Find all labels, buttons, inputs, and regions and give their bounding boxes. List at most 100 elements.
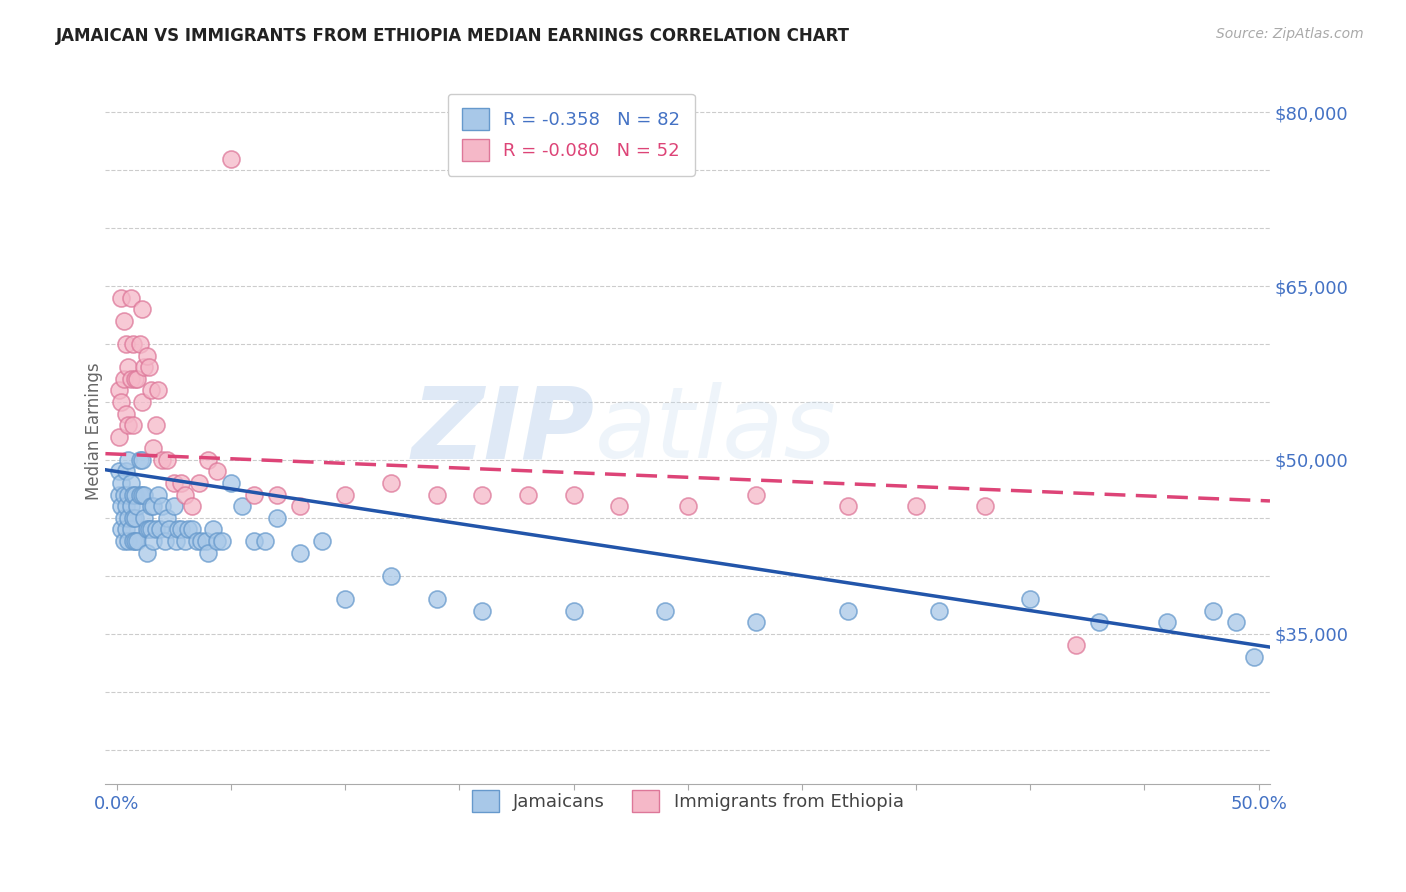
Point <box>128 488 150 502</box>
Point <box>231 500 253 514</box>
Point <box>117 453 139 467</box>
Point <box>676 500 699 514</box>
Point <box>112 511 135 525</box>
Point <box>110 523 132 537</box>
Point <box>186 534 208 549</box>
Text: ZIP: ZIP <box>412 383 595 479</box>
Legend: Jamaicans, Immigrants from Ethiopia: Jamaicans, Immigrants from Ethiopia <box>458 778 917 825</box>
Point <box>837 500 859 514</box>
Point <box>120 500 142 514</box>
Point <box>115 523 138 537</box>
Point <box>124 372 146 386</box>
Point <box>197 453 219 467</box>
Point <box>562 604 585 618</box>
Point <box>1156 615 1178 629</box>
Point <box>254 534 277 549</box>
Point <box>138 523 160 537</box>
Point <box>170 476 193 491</box>
Point <box>135 546 157 560</box>
Point <box>516 488 538 502</box>
Point <box>197 546 219 560</box>
Point <box>134 511 156 525</box>
Point <box>117 534 139 549</box>
Point <box>380 476 402 491</box>
Point <box>131 302 153 317</box>
Point <box>181 523 204 537</box>
Point <box>201 523 224 537</box>
Point <box>837 604 859 618</box>
Point <box>1019 592 1042 607</box>
Point <box>131 453 153 467</box>
Point <box>745 488 768 502</box>
Point <box>112 488 135 502</box>
Point <box>128 453 150 467</box>
Point <box>115 337 138 351</box>
Point <box>156 453 179 467</box>
Point <box>117 511 139 525</box>
Point <box>146 384 169 398</box>
Point <box>115 500 138 514</box>
Point <box>124 534 146 549</box>
Point <box>174 534 197 549</box>
Point <box>138 360 160 375</box>
Point <box>117 488 139 502</box>
Point <box>131 488 153 502</box>
Point <box>1064 638 1087 652</box>
Point <box>112 534 135 549</box>
Point <box>124 488 146 502</box>
Point <box>120 523 142 537</box>
Point <box>333 488 356 502</box>
Point <box>1202 604 1225 618</box>
Point <box>607 500 630 514</box>
Point <box>121 337 143 351</box>
Point <box>311 534 333 549</box>
Point <box>1087 615 1109 629</box>
Point <box>127 500 149 514</box>
Point <box>219 476 242 491</box>
Point <box>266 488 288 502</box>
Point <box>207 465 229 479</box>
Text: Source: ZipAtlas.com: Source: ZipAtlas.com <box>1216 27 1364 41</box>
Point <box>188 476 211 491</box>
Point <box>108 488 131 502</box>
Point <box>288 500 311 514</box>
Point <box>1225 615 1247 629</box>
Point <box>745 615 768 629</box>
Point <box>121 534 143 549</box>
Point <box>380 569 402 583</box>
Point <box>135 349 157 363</box>
Point <box>124 511 146 525</box>
Point <box>152 500 174 514</box>
Point <box>190 534 212 549</box>
Point <box>243 488 266 502</box>
Point <box>163 500 186 514</box>
Point <box>266 511 288 525</box>
Point <box>110 500 132 514</box>
Point <box>110 291 132 305</box>
Point <box>165 534 187 549</box>
Point <box>152 453 174 467</box>
Point <box>121 418 143 433</box>
Point <box>425 488 447 502</box>
Point <box>131 395 153 409</box>
Point <box>135 523 157 537</box>
Point <box>471 604 494 618</box>
Point <box>243 534 266 549</box>
Point <box>219 152 242 166</box>
Point <box>181 500 204 514</box>
Point <box>333 592 356 607</box>
Point <box>115 465 138 479</box>
Point <box>156 511 179 525</box>
Point <box>120 476 142 491</box>
Point <box>117 360 139 375</box>
Point <box>905 500 928 514</box>
Point <box>142 442 165 456</box>
Point <box>153 534 176 549</box>
Point <box>471 488 494 502</box>
Point <box>110 476 132 491</box>
Point <box>110 395 132 409</box>
Point <box>112 372 135 386</box>
Point <box>288 546 311 560</box>
Point <box>157 523 180 537</box>
Point <box>142 534 165 549</box>
